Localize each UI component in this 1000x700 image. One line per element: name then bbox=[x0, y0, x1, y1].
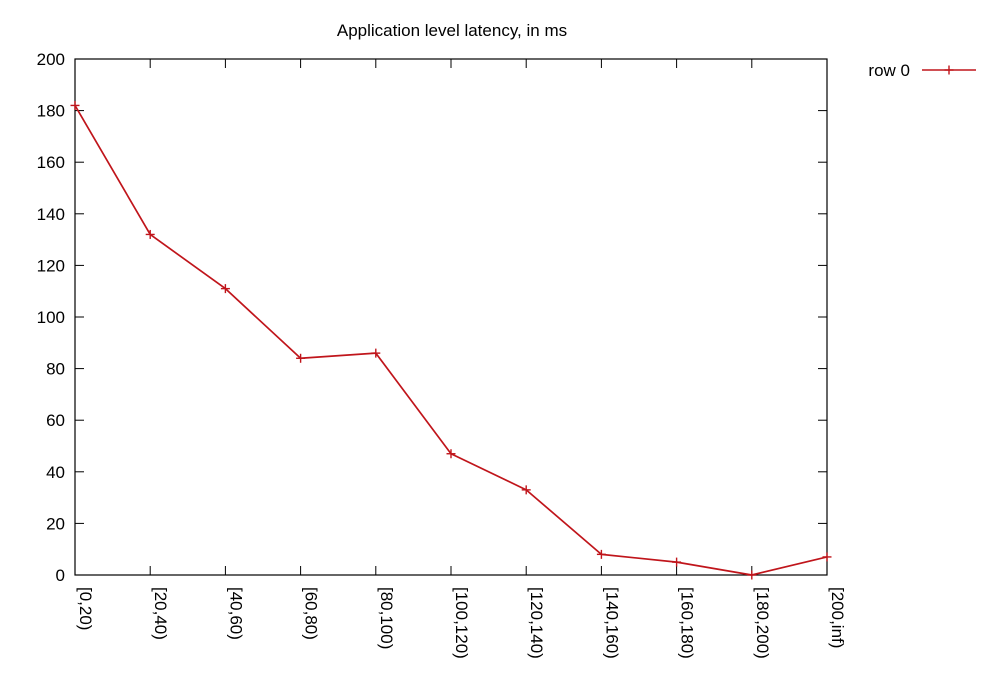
y-tick-label-0: 0 bbox=[56, 566, 65, 585]
x-tick-label-3: [60,80) bbox=[302, 587, 321, 640]
chart-title: Application level latency, in ms bbox=[337, 21, 567, 40]
data-point-0-7 bbox=[596, 549, 606, 559]
data-point-0-3 bbox=[296, 353, 306, 363]
legend-plus-marker bbox=[944, 65, 954, 75]
x-tick-label-1: [20,40) bbox=[151, 587, 170, 640]
legend: row 0 bbox=[868, 61, 976, 80]
data-point-0-9 bbox=[747, 570, 757, 580]
x-tick-label-0: [0,20) bbox=[76, 587, 95, 630]
y-tick-label-160: 160 bbox=[37, 153, 65, 172]
data-point-0-5 bbox=[446, 449, 456, 459]
legend-marker-row-0 bbox=[944, 65, 954, 75]
legend-label-row-0: row 0 bbox=[868, 61, 910, 80]
data-point-0-8 bbox=[672, 557, 682, 567]
data-point-0-4 bbox=[371, 348, 381, 358]
data-point-0-1 bbox=[145, 229, 155, 239]
x-tick-label-9: [180,200) bbox=[753, 587, 772, 659]
data-point-0-0 bbox=[70, 100, 80, 110]
series-line-0 bbox=[74, 105, 828, 576]
x-tick-label-4: [80,100) bbox=[377, 587, 396, 649]
x-tick-label-2: [40,60) bbox=[226, 587, 245, 640]
y-tick-label-20: 20 bbox=[46, 514, 65, 533]
x-axis: [0,20) [20,40) [40,60) [60,80) [80,100) [100,… bbox=[74, 59, 847, 659]
y-tick-label-120: 120 bbox=[37, 256, 65, 275]
series-layer bbox=[70, 100, 832, 580]
y-axis: 0 20 40 60 80 100 120 140 160 180 200 bbox=[37, 50, 827, 585]
x-tick-label-8: [160,180) bbox=[678, 587, 697, 659]
y-tick-label-60: 60 bbox=[46, 411, 65, 430]
y-tick-label-140: 140 bbox=[37, 205, 65, 224]
data-point-0-2 bbox=[220, 284, 230, 294]
x-tick-label-6: [120,140) bbox=[527, 587, 546, 659]
y-tick-label-100: 100 bbox=[37, 308, 65, 327]
y-tick-label-80: 80 bbox=[46, 360, 65, 379]
y-tick-label-200: 200 bbox=[37, 50, 65, 69]
plot-area-frame bbox=[74, 58, 828, 576]
x-tick-label-7: [140,160) bbox=[602, 587, 621, 659]
x-tick-label-10: [200,inf) bbox=[828, 587, 847, 648]
y-tick-label-40: 40 bbox=[46, 463, 65, 482]
x-tick-label-5: [100,120) bbox=[452, 587, 471, 659]
data-point-0-10 bbox=[822, 552, 832, 562]
y-tick-label-180: 180 bbox=[37, 102, 65, 121]
data-point-0-6 bbox=[521, 485, 531, 495]
